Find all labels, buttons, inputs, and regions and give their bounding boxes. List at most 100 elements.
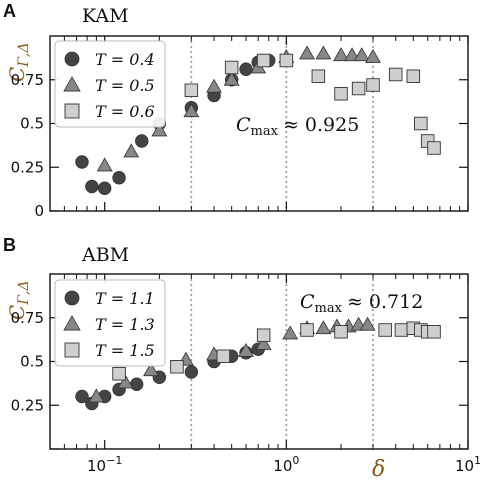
panel-b-y-tick-label-1: 0.25 <box>11 396 44 414</box>
panel-b-series-3-point-5 <box>300 323 314 337</box>
panel-a-series-2-point-5 <box>206 78 222 93</box>
panel-a-series-2-point-13 <box>353 47 370 62</box>
panel-b-series-1-point-5 <box>129 377 144 391</box>
panel-b-legend-markers <box>63 290 81 358</box>
panel-a-title: KAM <box>82 5 129 27</box>
panel-b-reference-lines <box>190 274 374 449</box>
panel-a-series-2-point-1 <box>96 157 113 172</box>
panel-b-series-2-point-1 <box>88 388 105 403</box>
panel-b-series-3-point-12 <box>427 325 441 339</box>
panel-b-legend-marker-1 <box>64 290 80 306</box>
panel-b-legend-box <box>54 279 166 367</box>
panel-a-series-3-point-8 <box>366 78 380 92</box>
panel-b-y-tick-label-2: 0.5 <box>20 353 44 371</box>
panel-b-title: ABM <box>81 244 129 266</box>
panel-a-annotation: Cmax ≈ 0.925 <box>236 114 359 139</box>
panel-b-annotation-sub: max <box>315 301 343 316</box>
panel-b-series-3 <box>112 321 441 381</box>
panel-b-y-axis-label-main: C <box>5 305 29 320</box>
panel-a-series-3-point-4 <box>279 53 294 68</box>
panel-b-legend-label-2: T = 1.3 <box>95 315 155 334</box>
panel-b-x-tick-label-3: 101 <box>455 454 481 475</box>
panel-a-legend: T = 0.4 T = 0.5 T = 0.6 <box>54 40 166 128</box>
panel-b-axes: 0.25 0.5 0.75 10−1 100 101 <box>11 274 481 475</box>
panel-a-series-3-point-3 <box>256 53 271 68</box>
panel-a-series-3-point-7 <box>351 81 366 96</box>
panel-b-series-2-point-7 <box>255 335 272 350</box>
panel-b-series-3-point-7 <box>378 323 392 337</box>
panel-a-series-1-point-1 <box>75 155 89 169</box>
panel-b-annotation-value: ≈ 0.712 <box>347 291 423 313</box>
panel-a-label: A <box>3 1 16 21</box>
panel-b-series-2-point-14 <box>359 316 376 331</box>
panel-b-series-1-point-1 <box>75 389 89 404</box>
panel-a-series-3-point-6 <box>334 86 348 101</box>
panel-a-series-1-point-3 <box>97 181 112 195</box>
panel-b-series-2-point-8 <box>282 325 299 340</box>
panel-a-legend-box <box>54 40 166 128</box>
panel-a-series-2-point-14 <box>365 48 381 63</box>
panel-a-annotation-lhs: C <box>236 114 251 136</box>
panel-a-series-3-point-1 <box>184 83 199 97</box>
panel-a-series-3-point-2 <box>224 60 239 75</box>
panel-b-series-2-point-2 <box>117 374 134 389</box>
panel-a-legend-label-1: T = 0.4 <box>95 50 155 69</box>
panel-b-x-tick-label-1: 10−1 <box>87 454 122 475</box>
panel-a-annotation-sub: max <box>251 124 279 139</box>
panel-b-annotation: Cmax ≈ 0.712 <box>300 291 423 316</box>
panel-a-legend-marker-3 <box>64 103 80 119</box>
panel-b-series-3-point-6 <box>334 325 348 339</box>
panel-a-series-2-point-3 <box>151 122 168 137</box>
panel-b-legend-marker-2 <box>63 315 81 331</box>
panel-b-legend-label-1: T = 1.1 <box>95 289 155 308</box>
panel-a-series-1-point-2 <box>85 179 99 194</box>
panel-a-y-axis-label: CΓ,Δ <box>5 42 32 82</box>
panel-a-series-1-point-5 <box>135 134 149 148</box>
panel-b-y-axis-label: CΓ,Δ <box>5 280 32 320</box>
panel-a-series-2 <box>96 45 381 172</box>
panel-a-y-tick-label-3: 0.5 <box>20 115 44 133</box>
panel-a-y-tick-label-2: 0.25 <box>11 158 44 176</box>
panel-a-series-2-point-9 <box>299 45 315 60</box>
panel-b-series-2-point-3 <box>143 362 159 377</box>
panel-a-y-axis-label-main: C <box>5 67 29 82</box>
panel-a-series-2-point-12 <box>344 47 360 62</box>
panel-b-data-marks <box>75 316 441 411</box>
panel-a-legend-label-2: T = 0.5 <box>95 76 155 95</box>
panel-b-series-3-point-3 <box>216 349 231 364</box>
panel-b-legend: T = 1.1 T = 1.3 T = 1.5 <box>54 279 166 367</box>
panel-b-x-tick-label-2: 100 <box>273 454 299 475</box>
panel-a-annotation-value: ≈ 0.925 <box>283 114 359 136</box>
panel-a-legend-label-3: T = 0.6 <box>95 102 155 121</box>
panel-a-series-3 <box>184 53 441 155</box>
panel-a-series-3-point-10 <box>406 69 421 83</box>
panel-a-series-3-point-11 <box>414 116 428 131</box>
panel-a-series-3-point-13 <box>427 141 441 155</box>
panel-b-y-tick-label-3: 0.75 <box>11 309 44 327</box>
panel-b-legend-marker-3 <box>64 342 80 358</box>
panel-b-series-1-point-7 <box>184 365 199 379</box>
panel-b-series-3-point-4 <box>256 328 271 343</box>
panel-b-series-2-point-10 <box>315 320 332 335</box>
panel-a-y-tick-label-4: 0.75 <box>11 71 44 89</box>
panel-b-series-3-point-2 <box>170 360 184 374</box>
panel-b-label: B <box>3 235 16 255</box>
panel-a-legend-markers <box>63 51 81 119</box>
panel-a-series-2-point-10 <box>315 45 332 60</box>
panel-b-series-2-point-6 <box>238 342 254 357</box>
panel-b-series-3-point-1 <box>112 367 126 381</box>
panel-b: B ABM CΓ,Δ 0.25 0.5 0.75 10−1 100 101 Cmax ≈ 0… <box>3 235 481 482</box>
panel-a-series-2-point-6 <box>223 71 240 86</box>
panel-a-series-3-point-9 <box>388 67 403 82</box>
panel-a-series-2-point-4 <box>183 103 200 118</box>
panel-a-y-axis-label-sub: Γ,Δ <box>16 42 32 67</box>
panel-a-legend-marker-2 <box>63 76 81 92</box>
panel-a-series-2-point-2 <box>123 143 140 158</box>
panel-a-series-1-point-4 <box>112 171 126 185</box>
panel-a-y-tick-label-1: 0 <box>34 202 44 220</box>
panel-a-series-3-point-5 <box>311 69 326 83</box>
panel-b-y-axis-label-sub: Γ,Δ <box>16 280 32 305</box>
panel-a-series-1-point-10 <box>239 62 253 76</box>
panel-b-legend-label-3: T = 1.5 <box>95 341 155 360</box>
